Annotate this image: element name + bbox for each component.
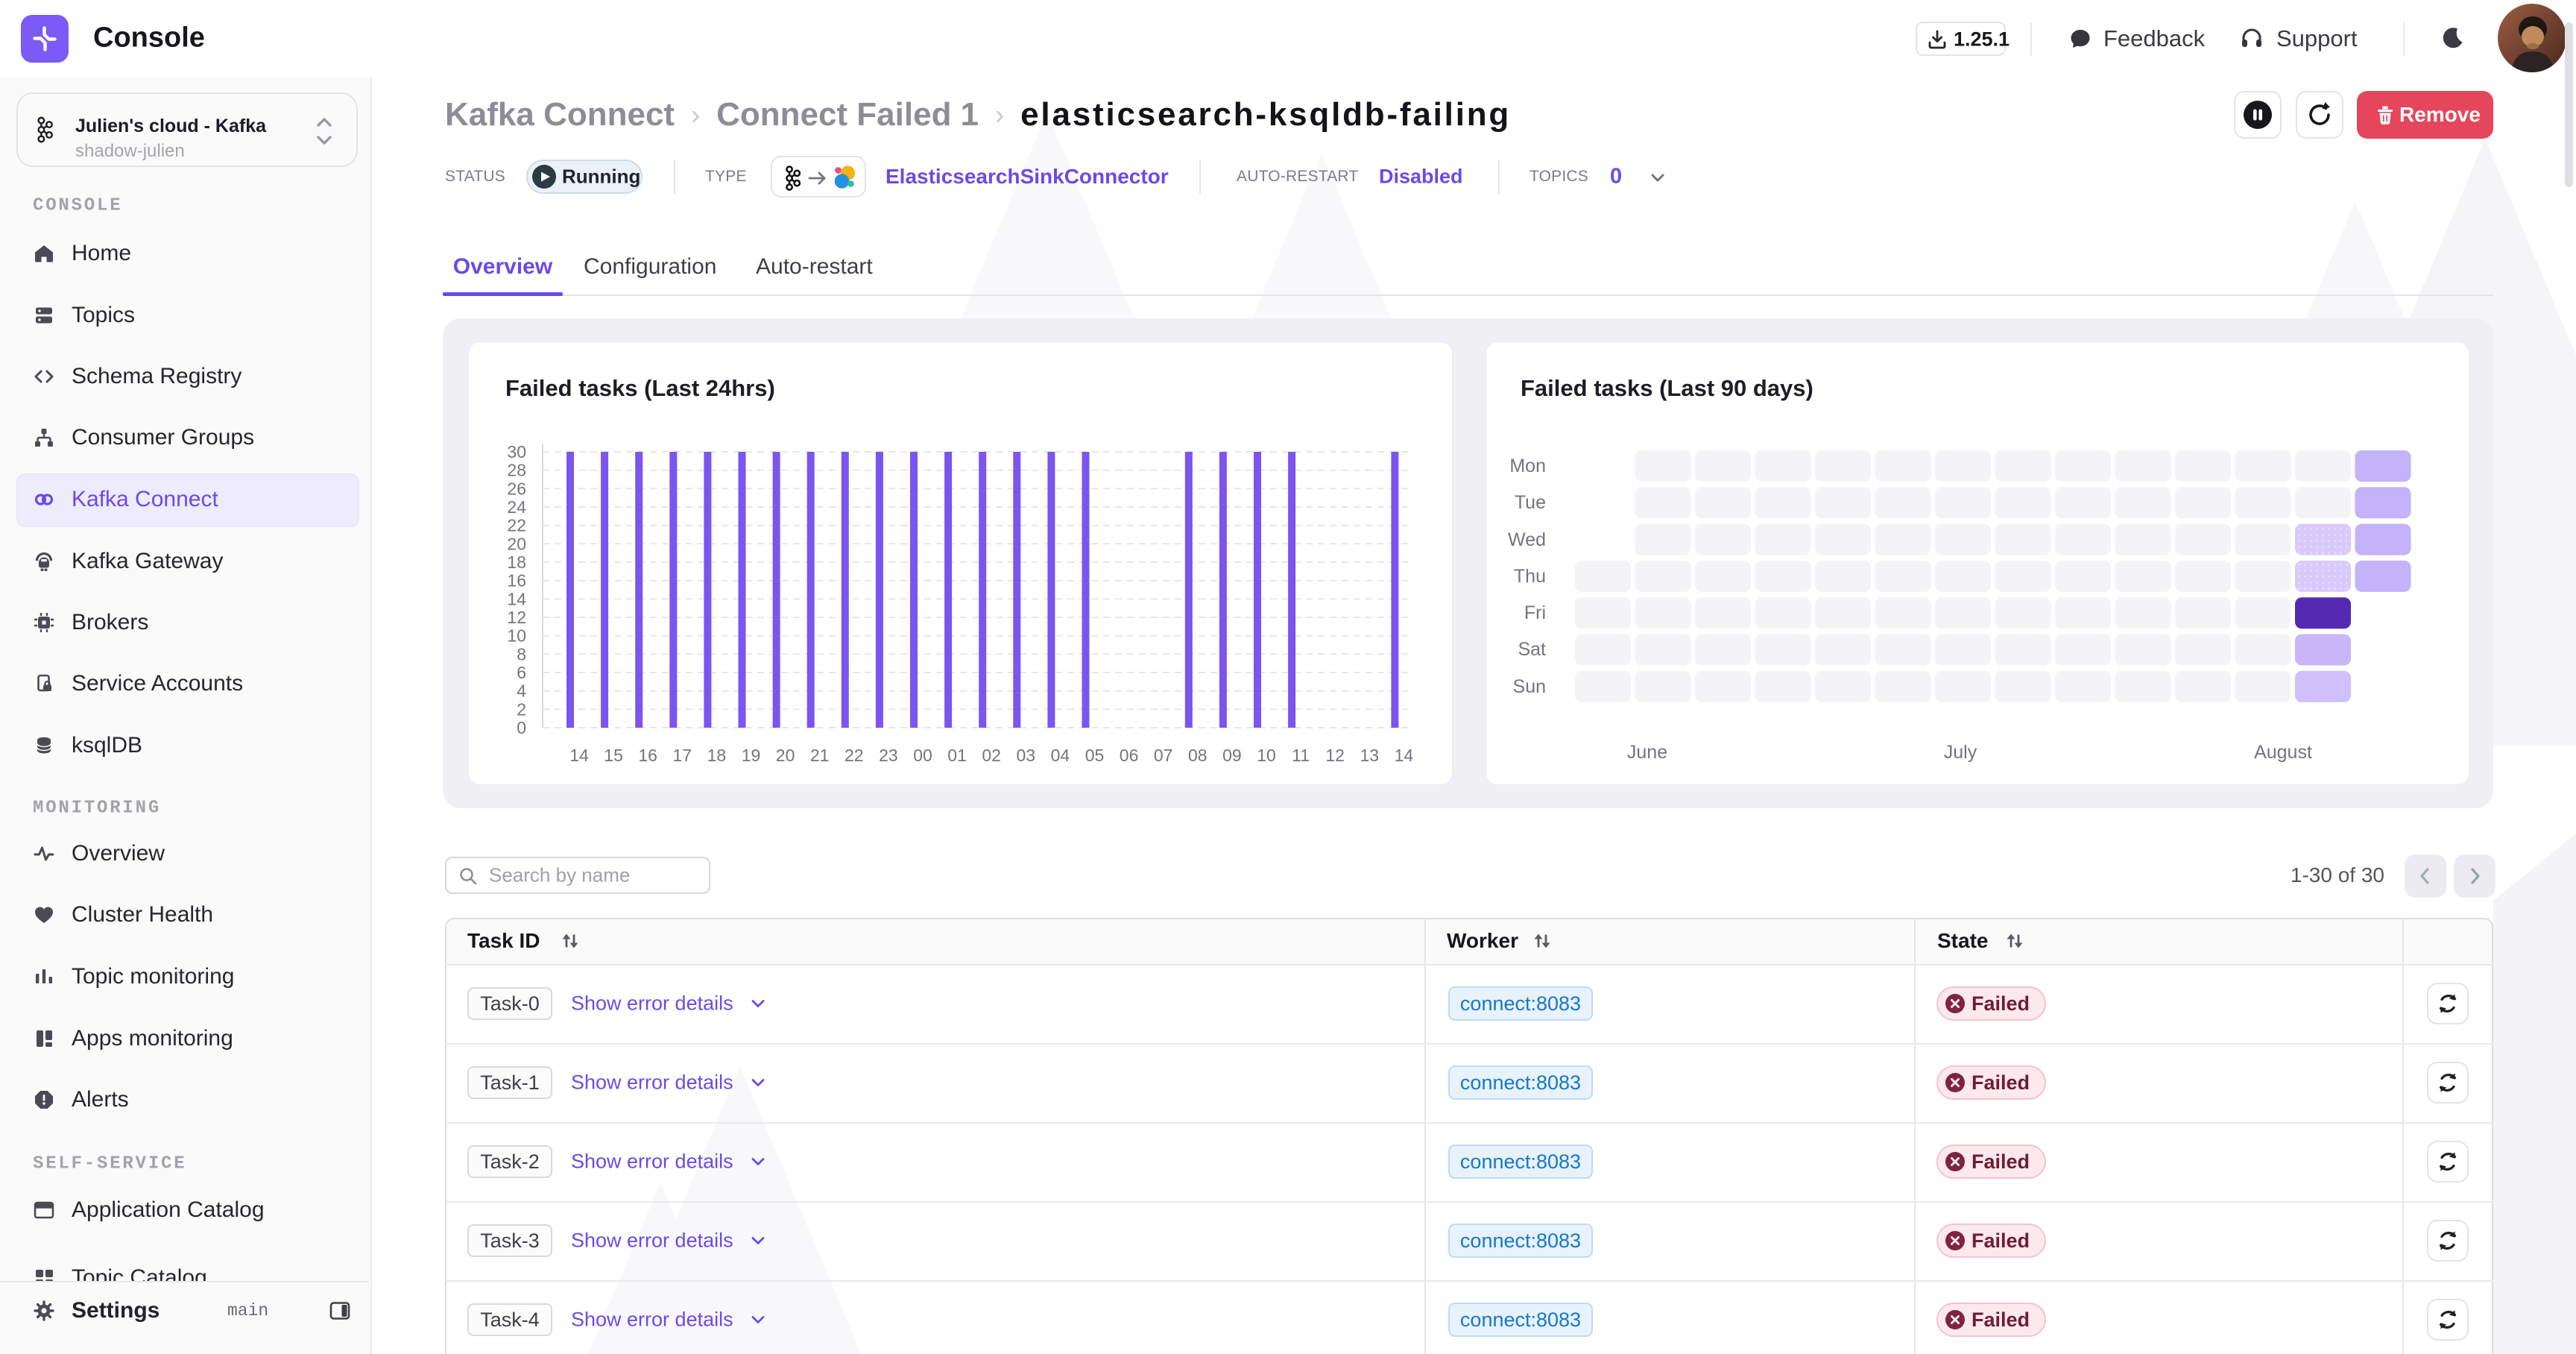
svg-text:03: 03 [1017,746,1036,765]
svg-text:13: 13 [1360,746,1380,765]
svg-text:20: 20 [776,746,795,765]
svg-text:22: 22 [845,746,864,765]
svg-text:Sun: Sun [1513,676,1546,697]
svg-text:August: August [2254,742,2312,763]
svg-text:08: 08 [1188,746,1208,765]
svg-text:Sat: Sat [1518,639,1546,660]
svg-text:23: 23 [879,746,898,765]
svg-text:20: 20 [507,534,526,553]
svg-text:28: 28 [507,461,526,480]
svg-text:June: June [1627,742,1667,763]
svg-text:12: 12 [1325,746,1345,765]
svg-text:Wed: Wed [1508,529,1546,550]
svg-text:0: 0 [517,718,526,737]
svg-text:Mon: Mon [1509,456,1546,476]
svg-text:17: 17 [673,746,692,765]
svg-text:02: 02 [982,746,1001,765]
svg-text:12: 12 [507,608,526,627]
svg-text:Tue: Tue [1515,492,1546,513]
svg-text:16: 16 [638,746,657,765]
svg-text:10: 10 [507,626,526,646]
svg-text:11: 11 [1292,746,1310,765]
svg-text:01: 01 [947,746,967,765]
svg-text:10: 10 [1257,746,1276,765]
svg-text:6: 6 [517,663,526,682]
svg-text:30: 30 [507,442,526,462]
svg-text:00: 00 [913,746,932,765]
svg-text:22: 22 [507,516,526,535]
svg-text:05: 05 [1085,746,1105,765]
svg-text:19: 19 [742,746,761,765]
svg-text:Thu: Thu [1514,566,1546,587]
svg-text:14: 14 [569,746,589,765]
svg-text:18: 18 [507,552,526,572]
svg-text:14: 14 [1395,746,1414,765]
svg-text:4: 4 [517,681,526,701]
svg-text:26: 26 [507,479,526,498]
svg-text:14: 14 [507,589,526,608]
svg-text:8: 8 [517,644,526,664]
svg-text:Fri: Fri [1524,602,1546,623]
svg-text:18: 18 [707,746,727,765]
svg-text:04: 04 [1051,746,1070,765]
svg-text:21: 21 [810,746,830,765]
svg-text:06: 06 [1120,746,1139,765]
svg-text:July: July [1944,742,1977,763]
svg-text:2: 2 [517,699,526,719]
svg-text:09: 09 [1222,746,1242,765]
svg-text:07: 07 [1154,746,1173,765]
svg-text:16: 16 [507,571,526,591]
svg-text:15: 15 [604,746,623,765]
svg-text:24: 24 [507,497,526,517]
